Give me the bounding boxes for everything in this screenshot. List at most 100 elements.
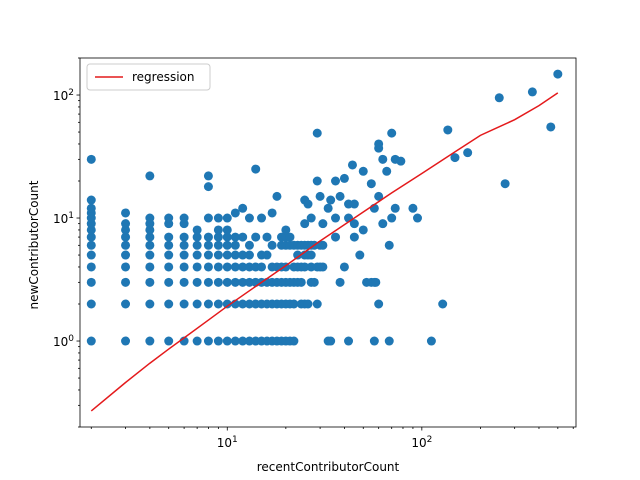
data-point xyxy=(203,182,213,192)
data-point xyxy=(553,69,563,79)
regression-line xyxy=(90,92,559,412)
data-point xyxy=(164,262,174,272)
y-tick-label: 101 xyxy=(53,211,74,226)
data-point xyxy=(244,213,254,223)
data-point xyxy=(349,219,359,229)
data-point xyxy=(387,213,397,223)
data-point xyxy=(203,232,213,242)
data-point xyxy=(378,219,388,229)
x-tick-label: 102 xyxy=(411,435,432,450)
data-point xyxy=(145,262,155,272)
data-point xyxy=(335,191,345,201)
data-point xyxy=(244,240,254,250)
data-point xyxy=(192,262,202,272)
x-tick-label: 101 xyxy=(217,435,238,450)
data-point xyxy=(230,262,240,272)
data-point xyxy=(238,250,248,260)
data-point xyxy=(192,336,202,346)
x-tick-labels: 101 102 xyxy=(217,435,433,450)
data-point xyxy=(179,277,189,287)
data-point xyxy=(463,148,473,158)
data-point xyxy=(86,225,96,235)
data-point xyxy=(267,208,277,218)
axis-ticks xyxy=(76,57,574,431)
data-point xyxy=(443,125,453,135)
data-point xyxy=(382,166,392,176)
data-point xyxy=(213,240,223,250)
data-point xyxy=(86,262,96,272)
data-point xyxy=(238,299,248,309)
data-point xyxy=(213,250,223,260)
data-point xyxy=(344,336,354,346)
data-point xyxy=(222,277,232,287)
data-point xyxy=(244,262,254,272)
data-point xyxy=(230,232,240,242)
data-point xyxy=(121,240,131,250)
data-point xyxy=(179,240,189,250)
data-point xyxy=(312,128,322,138)
data-point xyxy=(86,250,96,260)
data-point xyxy=(213,277,223,287)
data-point xyxy=(86,195,96,205)
data-point xyxy=(251,164,261,174)
data-point xyxy=(331,232,341,242)
data-point xyxy=(438,299,448,309)
data-point xyxy=(349,232,359,242)
data-point xyxy=(203,171,213,181)
data-point xyxy=(192,232,202,242)
data-point xyxy=(121,208,131,218)
data-point xyxy=(318,262,328,272)
data-point xyxy=(213,225,223,235)
data-point xyxy=(145,213,155,223)
data-point xyxy=(331,213,341,223)
data-point xyxy=(164,336,174,346)
data-point xyxy=(244,250,254,260)
data-point xyxy=(318,219,328,229)
data-point xyxy=(238,232,248,242)
data-point xyxy=(257,262,267,272)
data-point xyxy=(203,277,213,287)
data-point xyxy=(164,213,174,223)
data-point xyxy=(86,203,96,213)
data-point xyxy=(164,299,174,309)
data-point xyxy=(222,240,232,250)
data-point xyxy=(500,179,510,189)
data-point xyxy=(358,225,368,235)
data-point xyxy=(145,225,155,235)
data-point xyxy=(331,176,341,186)
data-point xyxy=(306,250,316,260)
data-point xyxy=(192,250,202,260)
data-point xyxy=(300,262,310,272)
data-point xyxy=(230,240,240,250)
data-point xyxy=(203,262,213,272)
data-point xyxy=(222,336,232,346)
data-point xyxy=(222,299,232,309)
data-point xyxy=(121,262,131,272)
data-point xyxy=(121,250,131,260)
data-point xyxy=(164,277,174,287)
data-point xyxy=(121,299,131,309)
data-point xyxy=(244,336,254,346)
data-point xyxy=(546,122,556,132)
data-point xyxy=(230,336,240,346)
data-point xyxy=(192,299,202,309)
data-point xyxy=(192,277,202,287)
data-point xyxy=(192,240,202,250)
data-point xyxy=(203,240,213,250)
data-point xyxy=(358,166,368,176)
data-point xyxy=(179,299,189,309)
data-point xyxy=(213,299,223,309)
data-point xyxy=(230,250,240,260)
data-point xyxy=(179,213,189,223)
data-point xyxy=(203,299,213,309)
data-point xyxy=(86,299,96,309)
data-point xyxy=(312,176,322,186)
data-point xyxy=(121,336,131,346)
data-point xyxy=(238,336,248,346)
plot-frame xyxy=(79,57,577,428)
data-point xyxy=(396,156,406,166)
data-point xyxy=(179,262,189,272)
data-point xyxy=(86,336,96,346)
data-point xyxy=(300,219,310,229)
data-point xyxy=(309,277,319,287)
